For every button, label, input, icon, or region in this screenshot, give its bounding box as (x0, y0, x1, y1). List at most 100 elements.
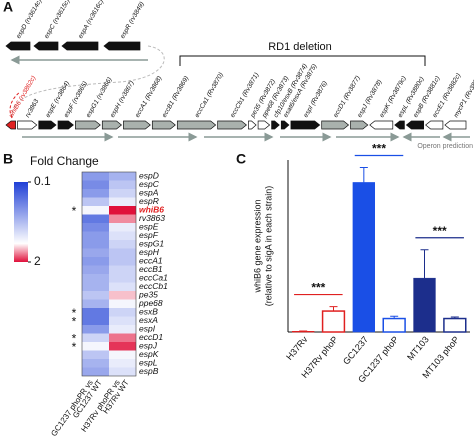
bar (413, 277, 436, 333)
heat-cell (109, 214, 136, 223)
heatmap-frame (81, 171, 137, 377)
error-bar (390, 315, 399, 319)
row-label: espE (139, 222, 159, 232)
colorbar (14, 182, 28, 262)
gene-arrow (394, 120, 405, 130)
heat-cell (109, 299, 136, 308)
heat-cell (82, 274, 109, 283)
gene-arrow (248, 120, 257, 130)
heat-cell (109, 291, 136, 300)
gene-arrow (321, 120, 350, 130)
row-label: eccCa1 (139, 273, 168, 283)
row-label: espI (139, 324, 156, 334)
error-bar (450, 316, 459, 319)
gene-arrow (75, 120, 101, 130)
row-label: espF (139, 230, 159, 240)
heat-cell (109, 325, 136, 334)
heat-cell (82, 291, 109, 300)
x-tick-label: H37Rv (284, 334, 310, 362)
gene-arrow (350, 120, 369, 130)
gene-label: espH (rv3867) (109, 80, 136, 119)
row-label: espG1 (139, 239, 164, 249)
heat-cell (109, 231, 136, 240)
heat-cell (82, 214, 109, 223)
x-tick-label: GC1237 (341, 334, 370, 366)
error-bar (329, 306, 338, 312)
gene-arrow (405, 120, 425, 130)
y-axis-label: (relative to sigA in each strain) (263, 186, 273, 307)
operon-label: Operon prediction (417, 143, 473, 150)
heat-cell (109, 367, 136, 376)
bar (382, 317, 406, 333)
gene-arrow (61, 41, 99, 51)
row-label: espB (139, 366, 159, 376)
heat-cell (82, 231, 109, 240)
gene-arrow (271, 120, 280, 130)
row-mark: * (72, 315, 77, 329)
heat-cell (109, 274, 136, 283)
heat-cell (82, 282, 109, 291)
row-label: whiB6 (139, 205, 164, 215)
x-tick-label: MT103 (405, 334, 431, 362)
heat-cell (109, 172, 136, 181)
gene-label: eccCa1 (Rv3870) (194, 72, 225, 119)
heat-cell (109, 257, 136, 266)
bar (321, 310, 346, 333)
row-label: espR (139, 196, 159, 206)
gene-arrow (444, 120, 467, 130)
colorbar-tick-label: 0.1 (34, 174, 51, 188)
bar (443, 317, 467, 333)
gene-arrow (257, 120, 271, 130)
gene-label: espR (rv3849) (119, 1, 146, 40)
heat-cell (109, 189, 136, 198)
gene-arrow (103, 41, 141, 51)
heat-cell (82, 359, 109, 368)
gene-label: espG1 (rv3866) (85, 76, 114, 119)
row-label: espJ (139, 341, 158, 351)
heat-cell (109, 350, 136, 359)
heat-cell (109, 282, 136, 291)
row-label: eccD1 (139, 332, 163, 342)
gene-arrow (176, 120, 217, 130)
heat-cell (82, 257, 109, 266)
error-bar (420, 249, 429, 279)
gene-label: espD (rv3614c) (15, 0, 43, 40)
row-label: eccCb1 (139, 281, 168, 291)
row-label: eccB1 (139, 264, 163, 274)
gene-arrow (123, 120, 151, 130)
heat-cell (109, 248, 136, 257)
row-mark: * (72, 306, 77, 320)
heat-cell (109, 223, 136, 232)
heat-cell (82, 189, 109, 198)
heat-cell (109, 308, 136, 317)
heat-cell (82, 206, 109, 215)
gene-label: espA (rv3616c) (77, 0, 105, 40)
gene-arrow (38, 120, 57, 130)
gene-arrow (57, 120, 74, 130)
gene-arrow (217, 120, 247, 130)
heat-cell (82, 316, 109, 325)
panel-label: A (3, 0, 13, 15)
region-bracket (179, 55, 426, 66)
gene-label: rv3863 (24, 98, 40, 119)
colorbar-tick-label: 2 (34, 254, 41, 268)
heat-cell (82, 308, 109, 317)
heat-cell (109, 333, 136, 342)
row-label: rv3863 (139, 213, 165, 223)
row-mark: * (72, 340, 77, 354)
significance-label: *** (311, 281, 325, 295)
heat-cell (109, 240, 136, 249)
heat-cell (82, 197, 109, 206)
heat-cell (82, 248, 109, 257)
heat-cell (82, 265, 109, 274)
gene-arrow (151, 120, 176, 130)
link (9, 91, 21, 119)
row-label: eccA1 (139, 256, 163, 266)
error-bar (359, 166, 368, 183)
heat-cell (109, 197, 136, 206)
legend-title: Fold Change (30, 154, 99, 168)
row-label: espL (139, 358, 158, 368)
link (11, 45, 165, 119)
heat-cell (109, 265, 136, 274)
